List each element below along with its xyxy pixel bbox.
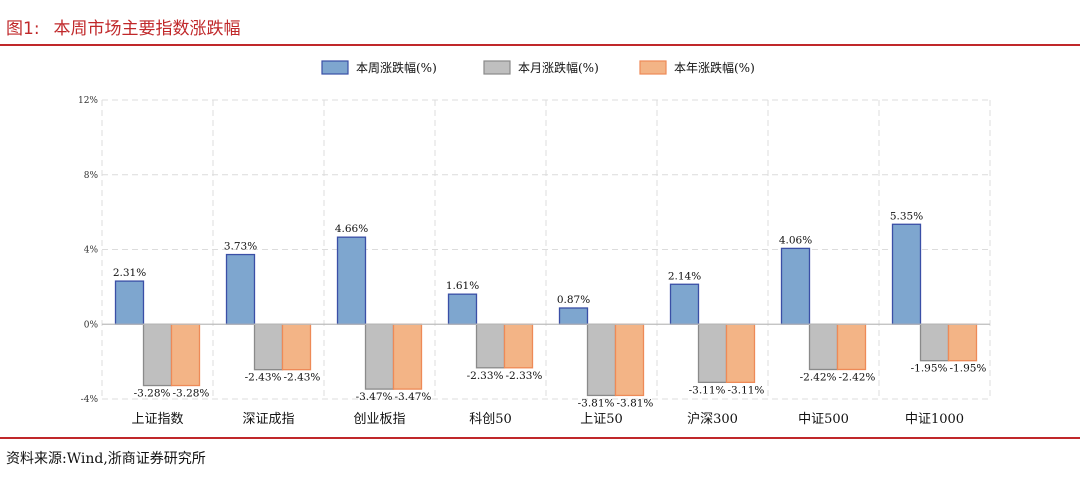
bar-month — [364, 323, 395, 390]
x-tick-label: 上证50 — [580, 412, 623, 427]
chart-bars — [114, 223, 978, 397]
x-tick-label: 科创50 — [469, 412, 512, 427]
legend-label-year: 本年涨跌幅(%) — [674, 60, 755, 75]
y-tick-label: 8% — [84, 171, 99, 181]
y-tick-label: -4% — [81, 395, 99, 405]
y-axis: -4% 0% 4% 8% 12% — [78, 96, 98, 405]
data-label-year: -3.28% — [173, 388, 210, 400]
legend-item-year: 本年涨跌幅(%) — [639, 60, 755, 75]
data-label-week: 3.73% — [224, 241, 257, 253]
bar-month — [142, 323, 173, 387]
bar-year — [947, 323, 978, 362]
bar-week — [336, 236, 367, 325]
figure-number: 图1: — [6, 19, 40, 39]
x-axis: 上证指数 深证成指 创业板指 科创50 上证50 沪深300 中证500 中证1000 — [102, 323, 990, 427]
data-label-year: -2.42% — [839, 371, 876, 383]
header-rule — [0, 44, 1080, 46]
data-label-year: -2.33% — [506, 370, 543, 382]
x-tick-label: 深证成指 — [242, 412, 294, 427]
data-label-month: -2.33% — [467, 370, 504, 382]
bar-year — [392, 323, 423, 390]
data-label-month: -3.11% — [689, 384, 726, 396]
legend-label-week: 本周涨跌幅(%) — [356, 60, 437, 75]
legend-swatch-month — [483, 60, 511, 75]
bar-week — [669, 283, 700, 325]
data-label-month: -2.43% — [245, 372, 282, 384]
y-tick-label: 0% — [84, 320, 99, 330]
data-label-month: -3.81% — [578, 397, 615, 409]
y-tick-label: 4% — [84, 246, 99, 256]
y-tick-label: 12% — [78, 96, 98, 106]
chart-grid — [101, 99, 991, 400]
figure-title-text: 本周市场主要指数涨跌幅 — [53, 19, 241, 39]
bar-month — [919, 323, 950, 362]
bar-week — [225, 253, 256, 325]
data-label-year: -2.43% — [284, 372, 321, 384]
bar-week — [558, 307, 589, 325]
x-tick-label: 创业板指 — [353, 412, 405, 427]
legend-swatch-week — [321, 60, 349, 75]
data-label-month: -3.47% — [356, 391, 393, 403]
bar-week — [780, 247, 811, 325]
data-label-week: 4.66% — [335, 223, 368, 235]
source-note: 资料来源:Wind,浙商证券研究所 — [6, 451, 206, 467]
legend-label-month: 本月涨跌幅(%) — [518, 60, 599, 75]
bar-week — [114, 280, 145, 325]
x-tick-label: 中证500 — [798, 412, 849, 427]
x-tick-label: 沪深300 — [687, 411, 738, 427]
footer-rule — [0, 437, 1080, 439]
bar-month — [586, 323, 617, 397]
bar-month — [253, 323, 284, 371]
legend-swatch-year — [639, 60, 667, 75]
figure-title: 图1: 本周市场主要指数涨跌幅 — [6, 14, 241, 39]
data-label-week: 4.06% — [779, 234, 812, 246]
bar-month — [475, 323, 506, 369]
legend-item-month: 本月涨跌幅(%) — [483, 60, 599, 75]
bar-year — [503, 323, 534, 369]
x-tick-label: 上证指数 — [131, 412, 183, 427]
bar-year — [836, 323, 867, 371]
bar-year — [614, 323, 645, 397]
bar-month — [808, 323, 839, 371]
data-label-year: -3.47% — [395, 391, 432, 403]
bar-month — [697, 323, 728, 384]
data-label-week: 0.87% — [557, 294, 590, 306]
figure-header: 图1: 本周市场主要指数涨跌幅 — [0, 0, 1080, 46]
data-label-month: -2.42% — [800, 371, 837, 383]
legend-item-week: 本周涨跌幅(%) — [321, 60, 437, 75]
bar-chart: 本周涨跌幅(%) 本月涨跌幅(%) 本年涨跌幅(%) -4% 0% 4% 8% 12% 2.… — [78, 60, 991, 427]
data-label-week: 2.31% — [113, 267, 146, 279]
data-label-week: 1.61% — [446, 280, 479, 292]
data-label-year: -3.11% — [728, 384, 765, 396]
bar-year — [170, 323, 201, 387]
data-label-week: 2.14% — [668, 270, 701, 282]
x-tick-label: 中证1000 — [905, 412, 964, 427]
bar-year — [725, 323, 756, 384]
bar-week — [891, 223, 922, 325]
bar-week — [447, 293, 478, 325]
data-label-month: -1.95% — [911, 363, 948, 375]
chart-legend: 本周涨跌幅(%) 本月涨跌幅(%) 本年涨跌幅(%) — [321, 60, 755, 75]
data-label-month: -3.28% — [134, 388, 171, 400]
data-label-year: -3.81% — [617, 397, 654, 409]
data-label-week: 5.35% — [890, 210, 923, 222]
data-labels: 2.31% -3.28% -3.28% 3.73% -2.43% -2.43% 4.66% -… — [113, 210, 987, 409]
bar-year — [281, 323, 312, 371]
data-label-year: -1.95% — [950, 363, 987, 375]
